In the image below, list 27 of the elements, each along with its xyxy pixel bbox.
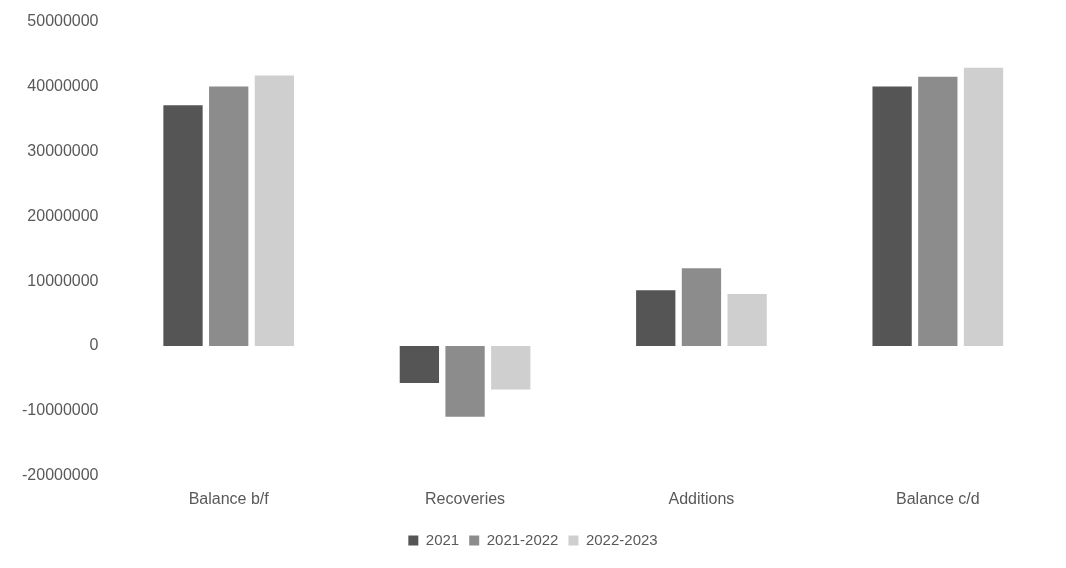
y-tick-label: 10000000 [27, 271, 99, 289]
legend-label: 2022-2023 [585, 530, 658, 548]
y-tick-label: 40000000 [27, 76, 99, 94]
y-tick-label: 0 [89, 336, 99, 354]
bar [254, 75, 295, 347]
bar [963, 67, 1004, 347]
bar [209, 86, 249, 347]
x-tick-label: Balance c/d [896, 489, 980, 507]
legend-label: 2021 [425, 530, 460, 548]
legend-label: 2021-2022 [486, 530, 559, 548]
x-tick-label: Recoveries [425, 489, 506, 507]
bar [872, 86, 912, 347]
bar [491, 346, 531, 390]
y-tick-label: 30000000 [27, 141, 99, 159]
x-tick-label: Balance b/f [188, 489, 270, 507]
bar [681, 268, 722, 347]
bar [727, 294, 767, 347]
y-tick-label: -20000000 [22, 466, 99, 484]
bar [636, 290, 676, 347]
bar [445, 346, 485, 417]
bar [163, 105, 203, 347]
bar [399, 346, 440, 384]
x-tick-label: Additions [668, 489, 735, 507]
y-tick-label: 20000000 [27, 206, 99, 224]
y-tick-label: -10000000 [22, 401, 99, 419]
y-tick-label: 50000000 [27, 12, 99, 30]
bar [918, 76, 958, 347]
